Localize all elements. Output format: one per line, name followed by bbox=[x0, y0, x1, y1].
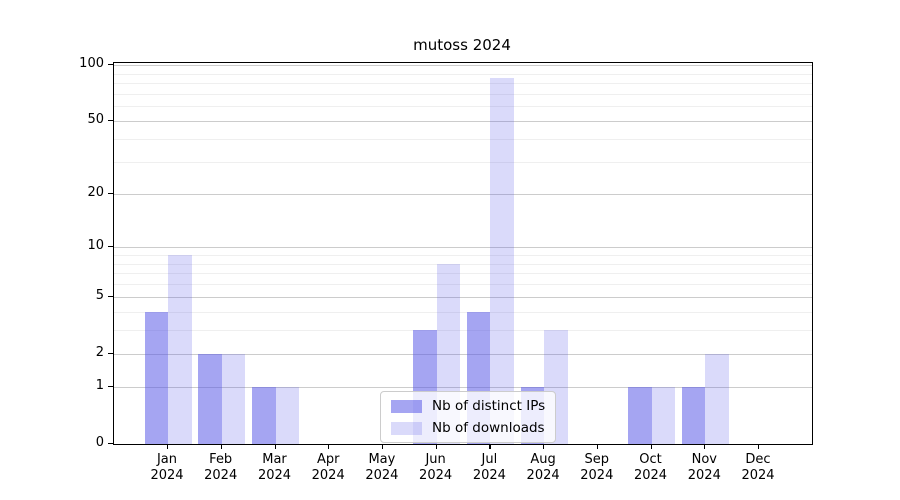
bar-downloads-nov bbox=[705, 353, 729, 444]
y-tick-label-10: 10 bbox=[87, 238, 104, 254]
x-tick-aug bbox=[543, 444, 545, 449]
grid-line-minor-70 bbox=[114, 93, 812, 95]
bar-distinct-ips-feb bbox=[198, 353, 222, 444]
grid-line-10 bbox=[114, 247, 812, 249]
grid-line-minor-40 bbox=[114, 139, 812, 140]
x-tick-nov bbox=[704, 444, 706, 449]
x-tick-label-apr: Apr 2024 bbox=[311, 452, 345, 483]
grid-line-minor-6 bbox=[114, 284, 812, 286]
grid-line-minor-80 bbox=[114, 83, 812, 85]
bar-distinct-ips-mar bbox=[252, 387, 276, 444]
y-tick-2 bbox=[108, 352, 113, 354]
grid-line-20 bbox=[114, 194, 812, 195]
y-tick-20 bbox=[108, 193, 113, 195]
grid-line-minor-90 bbox=[114, 73, 812, 75]
legend-label-downloads: Nb of downloads bbox=[432, 420, 545, 436]
grid-line-1 bbox=[114, 387, 812, 389]
x-tick-label-dec: Dec 2024 bbox=[741, 452, 775, 483]
y-tick-100 bbox=[108, 64, 113, 66]
x-tick-label-jul: Jul 2024 bbox=[472, 452, 506, 483]
x-tick-label-jan: Jan 2024 bbox=[150, 452, 184, 483]
grid-line-minor-8 bbox=[114, 263, 812, 265]
x-tick-label-feb: Feb 2024 bbox=[204, 452, 238, 483]
bar-downloads-mar bbox=[275, 387, 299, 444]
x-tick-jun bbox=[435, 444, 437, 449]
x-tick-label-aug: Aug 2024 bbox=[526, 452, 560, 483]
y-tick-label-5: 5 bbox=[95, 287, 104, 303]
legend-swatch-distinct-ips bbox=[391, 399, 422, 413]
grid-line-5 bbox=[114, 296, 812, 298]
legend-item-distinct-ips: Nb of distinct IPs bbox=[391, 398, 545, 414]
grid-line-minor-7 bbox=[114, 273, 812, 275]
plot-area bbox=[113, 62, 813, 445]
grid-line-minor-9 bbox=[114, 254, 812, 256]
x-tick-label-may: May 2024 bbox=[365, 452, 399, 483]
grid-line-minor-30 bbox=[114, 162, 812, 163]
y-tick-0 bbox=[108, 443, 113, 445]
y-tick-label-50: 50 bbox=[87, 112, 104, 128]
y-tick-label-0: 0 bbox=[95, 435, 104, 450]
y-tick-1 bbox=[108, 386, 113, 388]
grid-line-minor-60 bbox=[114, 106, 812, 108]
x-tick-feb bbox=[220, 444, 222, 449]
x-tick-label-oct: Oct 2024 bbox=[633, 452, 668, 483]
x-tick-label-nov: Nov 2024 bbox=[687, 452, 721, 483]
legend-item-downloads: Nb of downloads bbox=[391, 420, 545, 436]
chart-title: mutoss 2024 bbox=[413, 36, 511, 54]
y-tick-label-2: 2 bbox=[95, 344, 104, 360]
y-tick-10 bbox=[108, 246, 113, 248]
y-tick-5 bbox=[108, 295, 113, 298]
x-tick-jan bbox=[167, 444, 169, 449]
bar-distinct-ips-oct bbox=[628, 387, 652, 444]
y-tick-label-20: 20 bbox=[87, 185, 104, 200]
x-tick-mar bbox=[274, 444, 276, 449]
y-tick-label-100: 100 bbox=[79, 56, 104, 71]
bar-distinct-ips-jan bbox=[144, 311, 168, 444]
grid-line-minor-3 bbox=[114, 330, 812, 332]
x-tick-oct bbox=[650, 444, 652, 449]
y-tick-label-1: 1 bbox=[95, 378, 104, 394]
grid-line-50 bbox=[114, 121, 812, 123]
x-tick-sep bbox=[596, 444, 598, 449]
x-tick-jul bbox=[489, 444, 491, 449]
legend-label-distinct-ips: Nb of distinct IPs bbox=[432, 398, 546, 414]
legend-swatch-downloads bbox=[391, 421, 422, 435]
bar-downloads-feb bbox=[221, 353, 246, 444]
x-tick-label-sep: Sep 2024 bbox=[580, 452, 614, 483]
bar-downloads-oct bbox=[651, 387, 675, 444]
legend: Nb of distinct IPs Nb of downloads bbox=[380, 391, 557, 443]
bar-downloads-jan bbox=[168, 254, 192, 444]
x-tick-may bbox=[381, 444, 384, 449]
x-tick-label-jun: Jun 2024 bbox=[419, 452, 453, 483]
grid-line-2 bbox=[114, 353, 812, 355]
bar-downloads-jul bbox=[490, 78, 514, 444]
grid-line-minor-4 bbox=[114, 311, 812, 313]
y-tick-50 bbox=[108, 120, 113, 122]
bar-distinct-ips-nov bbox=[681, 387, 706, 444]
x-tick-apr bbox=[328, 444, 330, 449]
x-tick-label-mar: Mar 2024 bbox=[257, 452, 292, 483]
grid-line-100 bbox=[114, 65, 812, 66]
x-tick-dec bbox=[758, 444, 760, 449]
